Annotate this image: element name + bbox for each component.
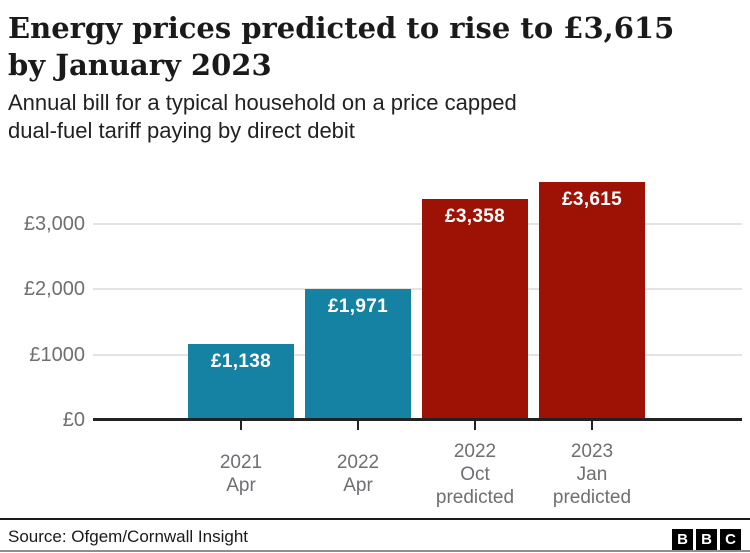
- x-tick-label-2022-apr: 2022 Apr: [288, 437, 428, 511]
- chart-subtitle-line-1: Annual bill for a typical household on a…: [8, 90, 517, 115]
- bottom-rule: [0, 550, 750, 552]
- y-tick-label: £3,000: [23, 213, 85, 235]
- source-credit: Source: Ofgem/Cornwall Insight: [8, 527, 248, 546]
- x-axis-line: [93, 418, 742, 421]
- bar-2022-oct-predicted: £3,358: [422, 198, 528, 418]
- y-tick-label: £0: [62, 409, 85, 431]
- chart-title-line-2: by January 2023: [8, 48, 272, 82]
- bbc-logo: B B C: [672, 529, 741, 550]
- x-tick-label-line: 2023: [570, 440, 614, 462]
- x-tick-label-line: Jan: [576, 463, 608, 485]
- x-tick-mark: [240, 421, 242, 430]
- bar-value-label: £1,971: [328, 296, 388, 318]
- chart-title: Energy prices predicted to rise to £3,61…: [8, 10, 674, 84]
- x-tick-label-2021-apr: 2021 Apr: [171, 437, 311, 511]
- y-tick-label: £2,000: [23, 278, 85, 301]
- x-tick-label-line: predicted: [552, 486, 632, 508]
- bar-2023-jan-predicted: £3,615: [539, 181, 645, 418]
- bar-value-label: £1,138: [211, 350, 271, 372]
- x-tick-label-line: 2021: [219, 452, 263, 473]
- chart-subtitle: Annual bill for a typical household on a…: [8, 89, 517, 145]
- bar-value-label: £3,615: [562, 188, 622, 210]
- x-tick-label-line: 2022: [336, 452, 380, 473]
- gridline: [93, 223, 742, 225]
- x-tick-label-line: 2022: [453, 440, 497, 462]
- bar-value-label: £3,358: [445, 205, 505, 227]
- bbc-logo-letter-b1: B: [672, 529, 693, 550]
- bbc-logo-letter-c: C: [720, 529, 741, 550]
- x-tick-label-line: predicted: [435, 486, 515, 508]
- x-tick-label-line: Oct: [460, 463, 490, 485]
- x-tick-mark: [591, 421, 593, 430]
- footer-divider: [0, 518, 750, 520]
- bbc-logo-letter-b2: B: [696, 529, 717, 550]
- x-tick-label-line: Apr: [226, 475, 256, 496]
- bar-2021-apr: £1,138: [188, 343, 294, 418]
- x-tick-label-2022-oct-predicted: 2022 Oct predicted: [405, 437, 545, 511]
- x-tick-mark: [474, 421, 476, 430]
- gridline: [93, 353, 742, 356]
- chart-subtitle-line-2: dual-fuel tariff paying by direct debit: [8, 118, 355, 143]
- bar-2022-apr: £1,971: [305, 289, 411, 418]
- x-tick-mark: [357, 421, 359, 430]
- x-tick-label-2023-jan-predicted: 2023 Jan predicted: [522, 437, 662, 511]
- y-tick-label: £1000: [29, 343, 85, 366]
- chart-title-line-1: Energy prices predicted to rise to £3,61…: [8, 11, 675, 45]
- x-tick-label-line: Apr: [343, 475, 373, 496]
- gridline: [93, 288, 742, 291]
